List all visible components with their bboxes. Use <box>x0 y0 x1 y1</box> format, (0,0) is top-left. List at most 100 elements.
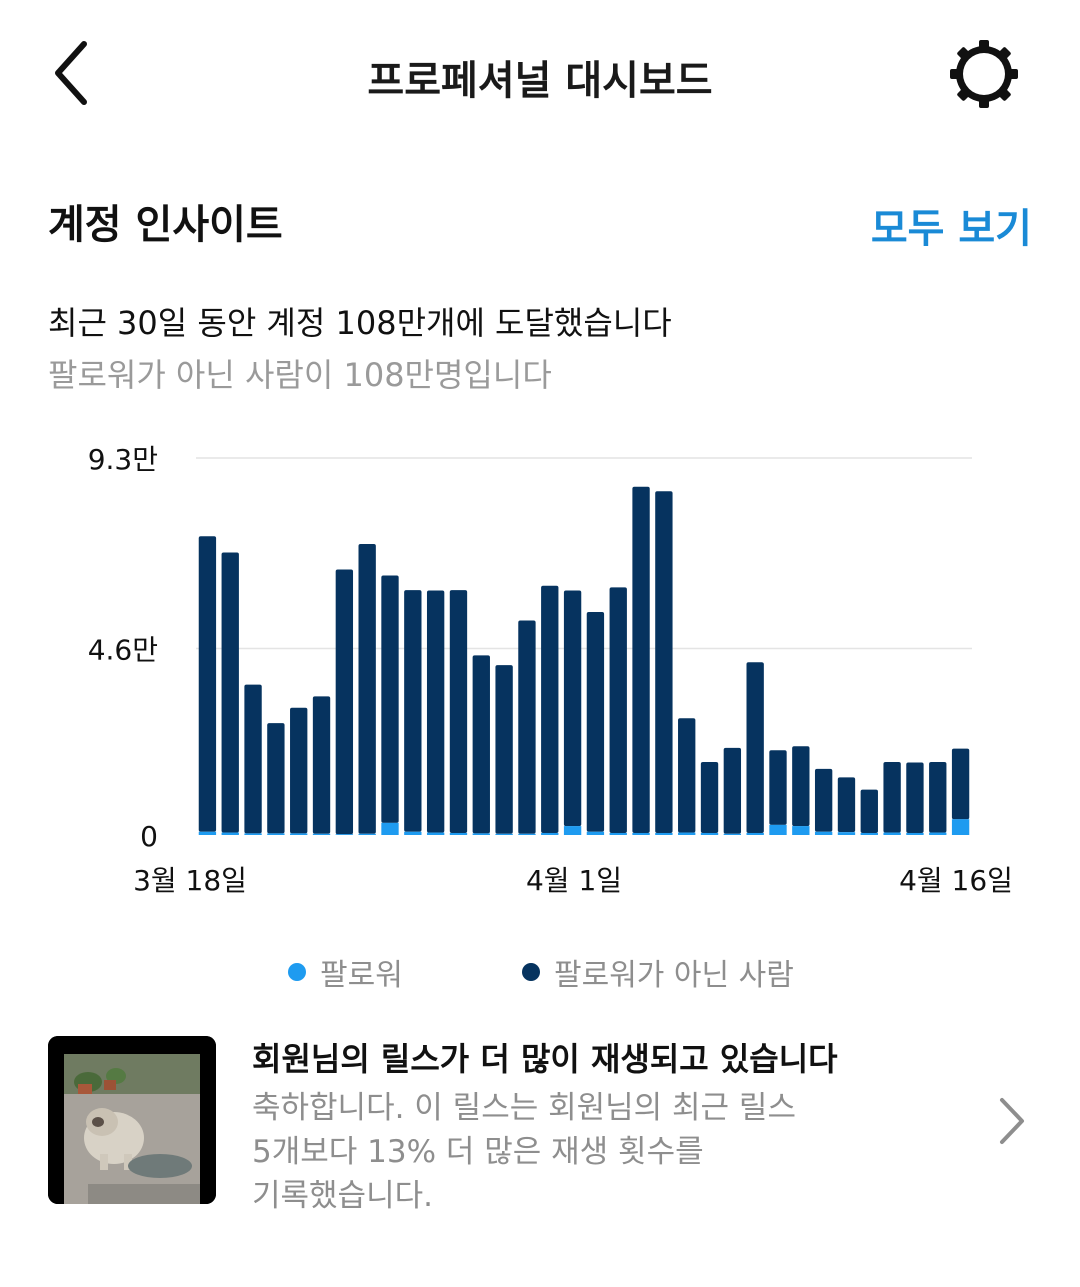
legend-dot-non-followers <box>522 963 540 981</box>
bar-non-followers <box>221 552 239 833</box>
x-tick-label: 4월 16일 <box>899 864 1013 897</box>
bar-followers <box>883 832 901 835</box>
legend-label-non-followers: 팔로워가 아닌 사람 <box>554 958 794 993</box>
legend-dot-followers <box>288 963 306 981</box>
bar-followers <box>746 832 764 835</box>
bar-non-followers <box>381 575 399 823</box>
bar-non-followers <box>586 612 605 832</box>
chevron-left-icon <box>55 41 87 105</box>
bar-followers <box>404 831 422 835</box>
bar-non-followers <box>267 723 285 834</box>
bar-followers <box>700 832 719 835</box>
bar-non-followers <box>678 718 696 833</box>
reel-thumbnail[interactable] <box>48 1036 216 1204</box>
y-tick-label: 9.3만 <box>88 443 158 476</box>
y-tick-label: 0 <box>140 820 158 853</box>
bar-followers <box>563 826 582 835</box>
bar-non-followers <box>541 585 559 833</box>
bar-followers <box>221 832 239 835</box>
bar-non-followers <box>906 762 924 833</box>
bar-non-followers <box>951 748 970 820</box>
bar-non-followers <box>449 590 468 833</box>
bar-non-followers <box>883 762 901 833</box>
bar-non-followers <box>563 590 582 827</box>
bar-non-followers <box>632 486 650 833</box>
bar-followers <box>951 819 970 835</box>
bar-followers <box>586 831 605 835</box>
bar-non-followers <box>792 746 810 827</box>
bar-followers <box>609 832 627 835</box>
bar-non-followers <box>929 762 947 833</box>
gear-icon <box>950 40 1018 108</box>
bar-non-followers <box>404 590 422 832</box>
bar-non-followers <box>837 777 856 833</box>
bar-followers <box>906 832 924 835</box>
bar-non-followers <box>700 762 719 833</box>
bar-non-followers <box>723 747 742 834</box>
bar-followers <box>472 833 490 835</box>
bar-non-followers <box>290 707 308 834</box>
chart-legend: 팔로워 팔로워가 아닌 사람 <box>0 950 1080 993</box>
reel-card-body-line: 축하합니다. 이 릴스는 회원님의 최근 릴스 <box>252 1090 796 1126</box>
bar-non-followers <box>244 684 262 834</box>
header: 프로페셔널 대시보드 <box>0 0 1080 150</box>
bar-followers <box>792 826 810 835</box>
bar-non-followers <box>860 789 878 833</box>
bar-non-followers <box>609 587 627 833</box>
bar-followers <box>814 831 833 835</box>
bar-followers <box>632 832 650 835</box>
bar-non-followers <box>814 768 833 832</box>
y-tick-label: 4.6만 <box>88 634 158 667</box>
bar-non-followers <box>746 662 764 833</box>
bar-followers <box>312 833 331 835</box>
chevron-right-icon[interactable] <box>992 1096 1032 1146</box>
page-title: 프로페셔널 대시보드 <box>367 58 713 104</box>
bar-followers <box>335 834 354 835</box>
bar-followers <box>929 832 947 835</box>
bar-followers <box>267 833 285 835</box>
reach-headline: 최근 30일 동안 계정 108만개에 도달했습니다 <box>48 304 672 342</box>
bar-followers <box>518 833 536 835</box>
bar-followers <box>723 833 742 835</box>
x-tick-label: 4월 1일 <box>526 864 622 897</box>
x-tick-label: 3월 18일 <box>133 864 247 897</box>
bar-non-followers <box>358 543 376 834</box>
section-title: 계정 인사이트 <box>48 202 283 248</box>
bar-followers <box>449 832 468 835</box>
see-all-link[interactable]: 모두 보기 <box>870 206 1032 252</box>
bar-non-followers <box>518 620 536 834</box>
bar-non-followers <box>655 491 673 833</box>
bar-followers <box>837 832 856 835</box>
bar-followers <box>678 832 696 835</box>
bar-followers <box>381 822 399 835</box>
bar-non-followers <box>495 665 513 834</box>
bar-followers <box>655 832 673 835</box>
bar-followers <box>541 832 559 835</box>
reach-subline: 팔로워가 아닌 사람이 108만명입니다 <box>48 356 552 394</box>
reel-card-body-line: 5개보다 13% 더 많은 재생 횟수를 <box>252 1134 704 1170</box>
legend-label-followers: 팔로워 <box>320 958 403 993</box>
legend-item-followers: 팔로워 <box>288 950 403 994</box>
bar-non-followers <box>198 536 217 832</box>
bar-non-followers <box>335 569 354 835</box>
bar-followers <box>290 833 308 835</box>
bar-followers <box>426 832 445 835</box>
settings-button[interactable] <box>946 36 1022 112</box>
reel-insight-card[interactable]: 회원님의 릴스가 더 많이 재생되고 있습니다 축하합니다. 이 릴스는 회원님… <box>0 1030 1080 1220</box>
bar-followers <box>860 832 878 835</box>
bar-non-followers <box>312 696 331 834</box>
reel-card-body-line: 기록했습니다. <box>252 1178 433 1214</box>
bar-non-followers <box>472 655 490 834</box>
legend-item-non-followers: 팔로워가 아닌 사람 <box>522 950 794 994</box>
bar-non-followers <box>769 750 787 825</box>
reel-card-title: 회원님의 릴스가 더 많이 재생되고 있습니다 <box>252 1040 838 1078</box>
back-button[interactable] <box>44 38 104 108</box>
bar-followers <box>244 833 262 835</box>
bar-non-followers <box>426 590 445 833</box>
bar-followers <box>769 824 787 835</box>
bar-followers <box>495 833 513 835</box>
reel-card-body: 축하합니다. 이 릴스는 회원님의 최근 릴스 5개보다 13% 더 많은 재생… <box>252 1086 932 1218</box>
reach-bar-chart: 0 4.6만 9.3만 3월 18일 4월 1일 4월 16일 <box>88 443 1013 897</box>
bar-followers <box>198 831 217 835</box>
bar-followers <box>358 833 376 835</box>
